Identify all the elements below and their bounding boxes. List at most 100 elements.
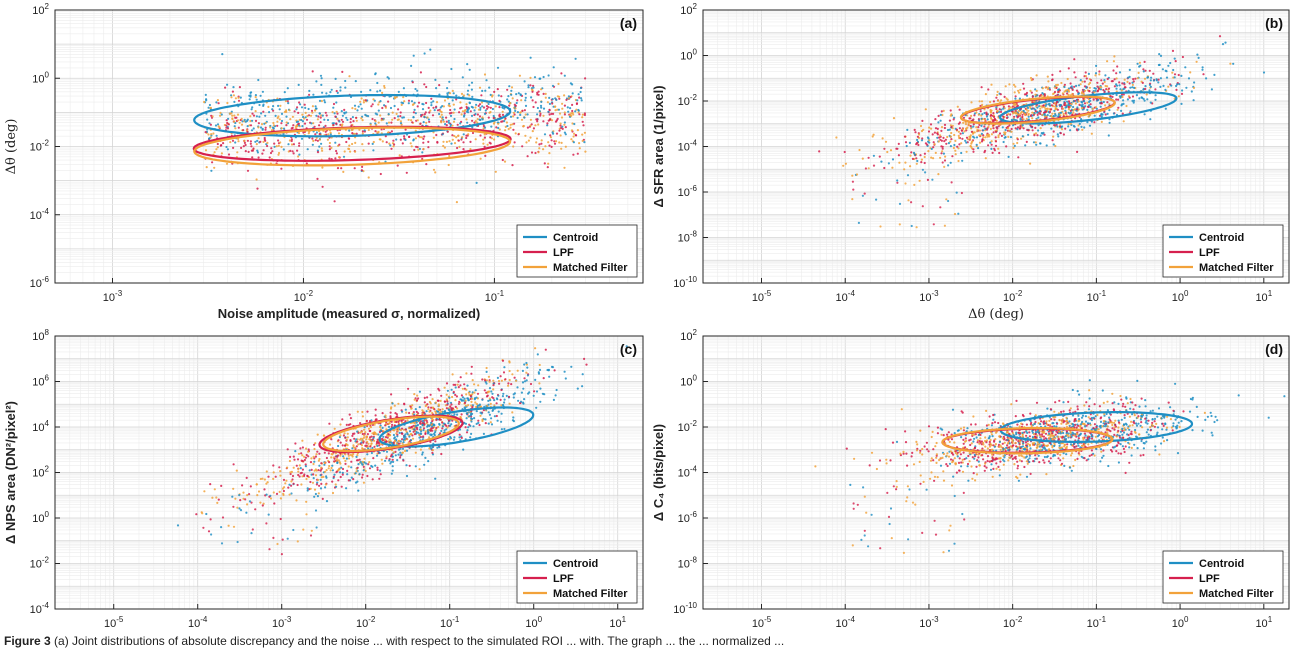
scatter-point xyxy=(1064,109,1067,112)
ellipse-matched-filter xyxy=(322,415,460,453)
x-axis-label: Noise amplitude (measured σ, normalized) xyxy=(218,306,480,321)
scatter-point xyxy=(361,447,364,450)
scatter-point xyxy=(513,376,516,379)
scatter-point xyxy=(236,506,239,509)
scatter-point xyxy=(965,150,968,153)
scatter-point xyxy=(1135,94,1138,97)
scatter-point xyxy=(279,141,282,144)
scatter-point xyxy=(1069,109,1072,112)
scatter-point xyxy=(448,80,451,83)
scatter-point xyxy=(1120,109,1123,112)
scatter-point xyxy=(273,145,276,148)
scatter-point xyxy=(359,442,362,445)
scatter-point xyxy=(897,142,900,145)
scatter-point xyxy=(252,127,255,130)
scatter-point xyxy=(385,455,388,458)
scatter-point xyxy=(313,488,317,491)
scatter-point xyxy=(397,108,400,111)
scatter-point xyxy=(526,366,529,369)
scatter-point xyxy=(1016,116,1019,119)
scatter-point xyxy=(363,436,366,439)
scatter-point xyxy=(341,467,345,471)
scatter-point xyxy=(510,383,513,386)
scatter-point xyxy=(270,147,273,150)
scatter-point xyxy=(518,74,522,77)
scatter-point xyxy=(470,365,473,368)
scatter-point xyxy=(306,475,309,478)
scatter-point xyxy=(461,136,464,139)
scatter-point xyxy=(1031,95,1034,98)
scatter-point xyxy=(321,166,324,169)
scatter-point xyxy=(934,118,937,121)
scatter-point xyxy=(256,494,259,497)
scatter-point xyxy=(225,145,228,149)
scatter-point xyxy=(206,118,209,121)
scatter-point xyxy=(462,148,465,151)
scatter-point xyxy=(416,105,419,108)
scatter-point xyxy=(954,153,957,156)
scatter-point xyxy=(354,141,357,144)
scatter-point xyxy=(338,461,341,464)
scatter-point xyxy=(1019,127,1022,130)
scatter-point xyxy=(864,167,868,170)
scatter-point xyxy=(432,136,435,139)
scatter-point xyxy=(427,146,430,149)
scatter-point xyxy=(449,435,452,439)
scatter-point xyxy=(460,394,463,397)
scatter-point xyxy=(376,81,379,85)
scatter-point xyxy=(473,109,476,112)
scatter-point xyxy=(507,384,510,387)
scatter-point xyxy=(438,84,441,87)
scatter-point xyxy=(459,122,462,125)
scatter-point xyxy=(349,117,352,121)
scatter-point xyxy=(1149,118,1152,121)
scatter-point xyxy=(984,149,987,152)
scatter-point xyxy=(243,118,246,121)
scatter-point xyxy=(282,493,285,497)
scatter-point xyxy=(424,111,427,114)
scatter-point xyxy=(1067,100,1071,103)
scatter-point xyxy=(360,462,363,465)
scatter-point xyxy=(355,116,358,119)
scatter-point xyxy=(529,124,532,127)
scatter-point xyxy=(1034,141,1037,144)
scatter-point xyxy=(1040,94,1043,97)
scatter-point xyxy=(1145,414,1148,417)
scatter-point xyxy=(351,454,354,457)
scatter-point xyxy=(396,118,399,121)
scatter-point xyxy=(1027,118,1030,121)
scatter-point xyxy=(1099,85,1102,89)
scatter-point xyxy=(446,87,449,90)
scatter-point xyxy=(549,136,553,139)
scatter-point xyxy=(231,495,234,498)
scatter-point xyxy=(547,110,550,113)
scatter-point xyxy=(275,492,279,495)
scatter-point xyxy=(1177,73,1180,77)
scatter-point xyxy=(314,492,317,496)
scatter-point xyxy=(402,459,405,462)
scatter-point xyxy=(500,388,503,392)
scatter-point xyxy=(487,422,490,425)
scatter-point xyxy=(460,106,463,109)
scatter-point xyxy=(359,431,362,434)
scatter-point xyxy=(487,390,491,393)
scatter-point xyxy=(434,477,437,480)
scatter-point xyxy=(367,142,370,145)
tick-label: 10-4 xyxy=(30,601,50,616)
scatter-point xyxy=(419,422,422,425)
scatter-point xyxy=(387,440,390,443)
scatter-point xyxy=(465,372,468,375)
scatter-point xyxy=(354,107,357,110)
scatter-point xyxy=(411,81,414,84)
scatter-point xyxy=(1134,77,1137,80)
scatter-point xyxy=(1102,88,1105,92)
scatter-point xyxy=(1046,114,1049,117)
scatter-point xyxy=(941,150,944,153)
scatter-point xyxy=(355,438,358,441)
scatter-point xyxy=(552,112,555,115)
scatter-point xyxy=(542,107,546,110)
scatter-point xyxy=(280,553,283,556)
scatter-point xyxy=(532,84,535,87)
scatter-point xyxy=(433,431,437,434)
scatter-point xyxy=(276,542,279,546)
